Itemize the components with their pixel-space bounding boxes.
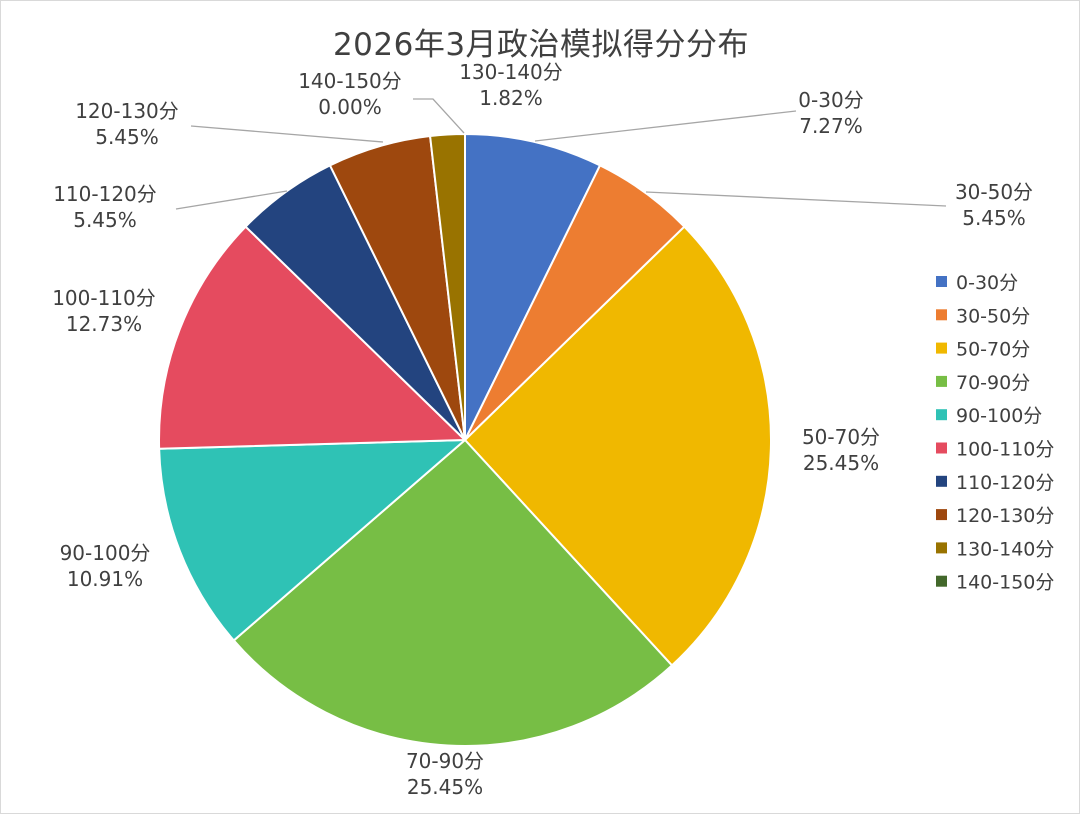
legend-swatch-130-140 — [936, 542, 947, 554]
leader-line-0-30 — [534, 110, 797, 142]
legend-label-140-150: 140-150分 — [956, 572, 1054, 594]
data-label-value-110-120: 5.45% — [73, 208, 137, 232]
leader-line-30-50 — [645, 191, 947, 207]
data-label-category-70-90: 70-90分 — [406, 749, 484, 773]
leader-line-120-130 — [190, 125, 384, 143]
data-label-category-90-100: 90-100分 — [60, 541, 151, 565]
chart-title: 2026年3月政治模拟得分分布 — [332, 27, 750, 63]
legend-label-50-70: 50-70分 — [956, 339, 1030, 361]
legend-label-130-140: 130-140分 — [956, 538, 1054, 560]
legend-item-70-90: 70-90分 — [936, 372, 1030, 394]
data-label-value-140-150: 0.00% — [318, 95, 382, 119]
legend-swatch-0-30 — [936, 276, 947, 287]
legend-label-110-120: 110-120分 — [956, 472, 1054, 494]
data-label-value-50-70: 25.45% — [803, 451, 879, 475]
legend-label-30-50: 30-50分 — [956, 305, 1030, 327]
legend-item-100-110: 100-110分 — [936, 439, 1054, 461]
legend-item-90-100: 90-100分 — [936, 405, 1042, 427]
legend-label-120-130: 120-130分 — [956, 505, 1054, 527]
data-label-value-30-50: 5.45% — [962, 206, 1026, 230]
data-labels: 0-30分7.27%30-50分5.45%50-70分25.45%70-90分2… — [52, 60, 1033, 799]
data-label-category-120-130: 120-130分 — [75, 99, 179, 123]
legend-item-30-50: 30-50分 — [936, 305, 1030, 327]
data-label-category-100-110: 100-110分 — [52, 286, 156, 310]
legend-item-50-70: 50-70分 — [936, 339, 1030, 361]
pie-slice-100-110 — [158, 225, 466, 450]
pie-slice-50-70 — [464, 225, 772, 667]
data-label-value-90-100: 10.91% — [67, 567, 143, 591]
data-label-category-110-120: 110-120分 — [53, 182, 157, 206]
legend-label-70-90: 70-90分 — [956, 372, 1030, 394]
data-label-category-30-50: 30-50分 — [955, 180, 1033, 204]
data-label-value-120-130: 5.45% — [95, 125, 159, 149]
legend-swatch-120-130 — [936, 509, 947, 521]
legend-item-140-150: 140-150分 — [936, 572, 1054, 594]
legend-swatch-90-100 — [936, 409, 947, 421]
legend-swatch-70-90 — [936, 375, 947, 387]
pie-slice-90-100 — [158, 439, 466, 642]
legend-swatch-110-120 — [936, 475, 947, 487]
legend: 0-30分 30-50分 50-70分 70-90分 90-100分 100-110分 11… — [936, 272, 1054, 594]
pie-slices — [158, 133, 772, 747]
data-label-category-50-70: 50-70分 — [802, 425, 880, 449]
legend-label-100-110: 100-110分 — [956, 439, 1054, 461]
legend-item-110-120: 110-120分 — [936, 472, 1054, 494]
legend-swatch-50-70 — [936, 342, 947, 354]
leader-lines — [175, 98, 947, 210]
data-label-value-130-140: 1.82% — [479, 86, 543, 110]
leader-line-110-120 — [175, 190, 288, 210]
data-label-category-0-30: 0-30分 — [798, 88, 863, 112]
legend-swatch-100-110 — [936, 442, 947, 454]
legend-label-90-100: 90-100分 — [956, 405, 1042, 427]
legend-swatch-140-150 — [936, 575, 947, 587]
leader-line-140-150 — [413, 98, 465, 134]
pie-slice-0-30 — [464, 133, 601, 441]
legend-item-130-140: 130-140分 — [936, 538, 1054, 560]
data-label-category-130-140: 130-140分 — [459, 60, 563, 84]
legend-item-0-30: 0-30分 — [936, 272, 1018, 294]
data-label-value-0-30: 7.27% — [799, 114, 863, 138]
data-label-value-100-110: 12.73% — [66, 312, 142, 336]
data-label-value-70-90: 25.45% — [407, 775, 483, 799]
data-label-category-140-150: 140-150分 — [298, 69, 402, 93]
pie-slice-70-90 — [232, 439, 673, 747]
legend-swatch-30-50 — [936, 309, 947, 321]
legend-item-120-130: 120-130分 — [936, 505, 1054, 527]
legend-label-0-30: 0-30分 — [956, 272, 1018, 294]
